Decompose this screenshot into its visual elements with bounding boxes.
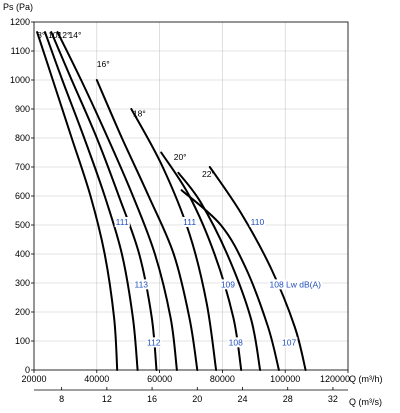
x2-tick-label: 28 [283,394,293,404]
y-tick-label: 1200 [10,17,30,27]
sound-level-label-bg [219,279,237,290]
curve-1 [36,31,119,371]
y-tick-label: 500 [15,220,30,230]
curves [36,31,307,371]
x-axis: 20000 40000 60000 80000 100000 120000 [21,370,350,384]
sound-level-label-bg [249,217,266,227]
angle-labels: 8° 10°12°14° 16° 18° 20° 22° [37,30,215,179]
sound-level-label: 107 [282,337,296,347]
sound-level-label-bg [146,337,162,348]
x2-tick-label: 8 [59,394,64,404]
angle-label: 16° [97,59,110,69]
y-tick-label: 200 [15,307,30,317]
sound-level-label: 109 [221,279,235,289]
curve-5 [95,79,199,371]
sound-level-label: 108 [229,337,243,347]
sound-level-label: 111 [183,217,196,227]
x2-tick-label: 16 [147,394,157,404]
angle-label: 14° [69,30,82,40]
curve-10 [208,166,307,371]
x2-tick-label: 20 [192,394,202,404]
y-tick-label: 900 [15,104,30,114]
sound-level-label-bg [133,279,150,290]
angle-label: 8° [37,30,45,40]
x2-tick-label: 32 [328,394,338,404]
y-tick-label: 300 [15,278,30,288]
sound-level-label: 110 [251,217,265,227]
y-tick-label: 600 [15,191,30,201]
y-tick-label: 400 [15,249,30,259]
y-tick-label: 800 [15,133,30,143]
curve-4 [56,31,178,371]
sound-level-label-bg [114,217,130,227]
y-tick-label: 1100 [11,46,30,56]
x-tick-label: 40000 [84,374,109,384]
sound-level-label: 113 [134,279,148,289]
x-tick-label: 60000 [147,374,172,384]
x-tick-label: 80000 [210,374,235,384]
y-tick-label: 0 [25,365,30,375]
x2-axis-title: Q (m³/s) [349,397,382,407]
sound-level-label-bg [268,279,323,290]
sound-level-label: 111 [116,217,129,227]
curve-2 [44,31,139,371]
x2-axis: 8 12 16 20 24 28 32 [59,387,338,404]
x-tick-label: 20000 [21,374,46,384]
curve-3 [50,31,158,371]
sound-level-labels: 111 113 112 111 109 108 110 108 Lw dB(A) 107 [114,217,323,348]
x2-tick-label: 24 [237,394,247,404]
x-tick-label: 120000 [320,374,350,384]
x2-tick-label: 12 [102,394,112,404]
x-axis-title: Q (m³/h) [349,374,383,384]
sound-level-label: 108 Lw dB(A) [270,279,322,289]
y-tick-label: 100 [15,336,30,346]
y-tick-label: 1000 [10,75,30,85]
curve-6 [130,108,218,371]
curve-7 [160,151,243,371]
sound-level-label-bg [281,337,298,348]
y-tick-label: 700 [15,162,30,172]
angle-label: 18° [133,108,146,118]
sound-level-label-bg [182,217,198,227]
curve-9 [180,189,280,371]
angle-label: 10° [48,30,61,40]
angle-label: 22° [202,169,215,179]
angle-label: 12° [58,30,71,40]
y-axis: 0 100 200 300 400 500 600 700 800 900 1000 1100 1200 [10,17,34,375]
y-axis-title: Ps (Pa) [3,2,33,12]
x-tick-label: 100000 [270,374,300,384]
sound-level-label: 112 [147,337,161,347]
sound-level-label-bg [227,337,245,348]
curve-8 [177,171,262,371]
angle-label: 20° [174,152,187,162]
grid [33,21,349,371]
